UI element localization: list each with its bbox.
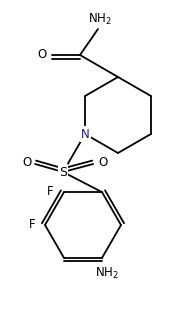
Text: NH$_2$: NH$_2$	[95, 266, 119, 281]
Text: F: F	[47, 184, 54, 198]
Text: O: O	[22, 155, 32, 169]
Text: O: O	[37, 49, 47, 61]
Text: S: S	[59, 166, 67, 179]
Text: NH$_2$: NH$_2$	[88, 12, 112, 26]
Text: F: F	[28, 218, 35, 232]
Text: N: N	[81, 127, 89, 141]
Text: O: O	[98, 155, 108, 169]
